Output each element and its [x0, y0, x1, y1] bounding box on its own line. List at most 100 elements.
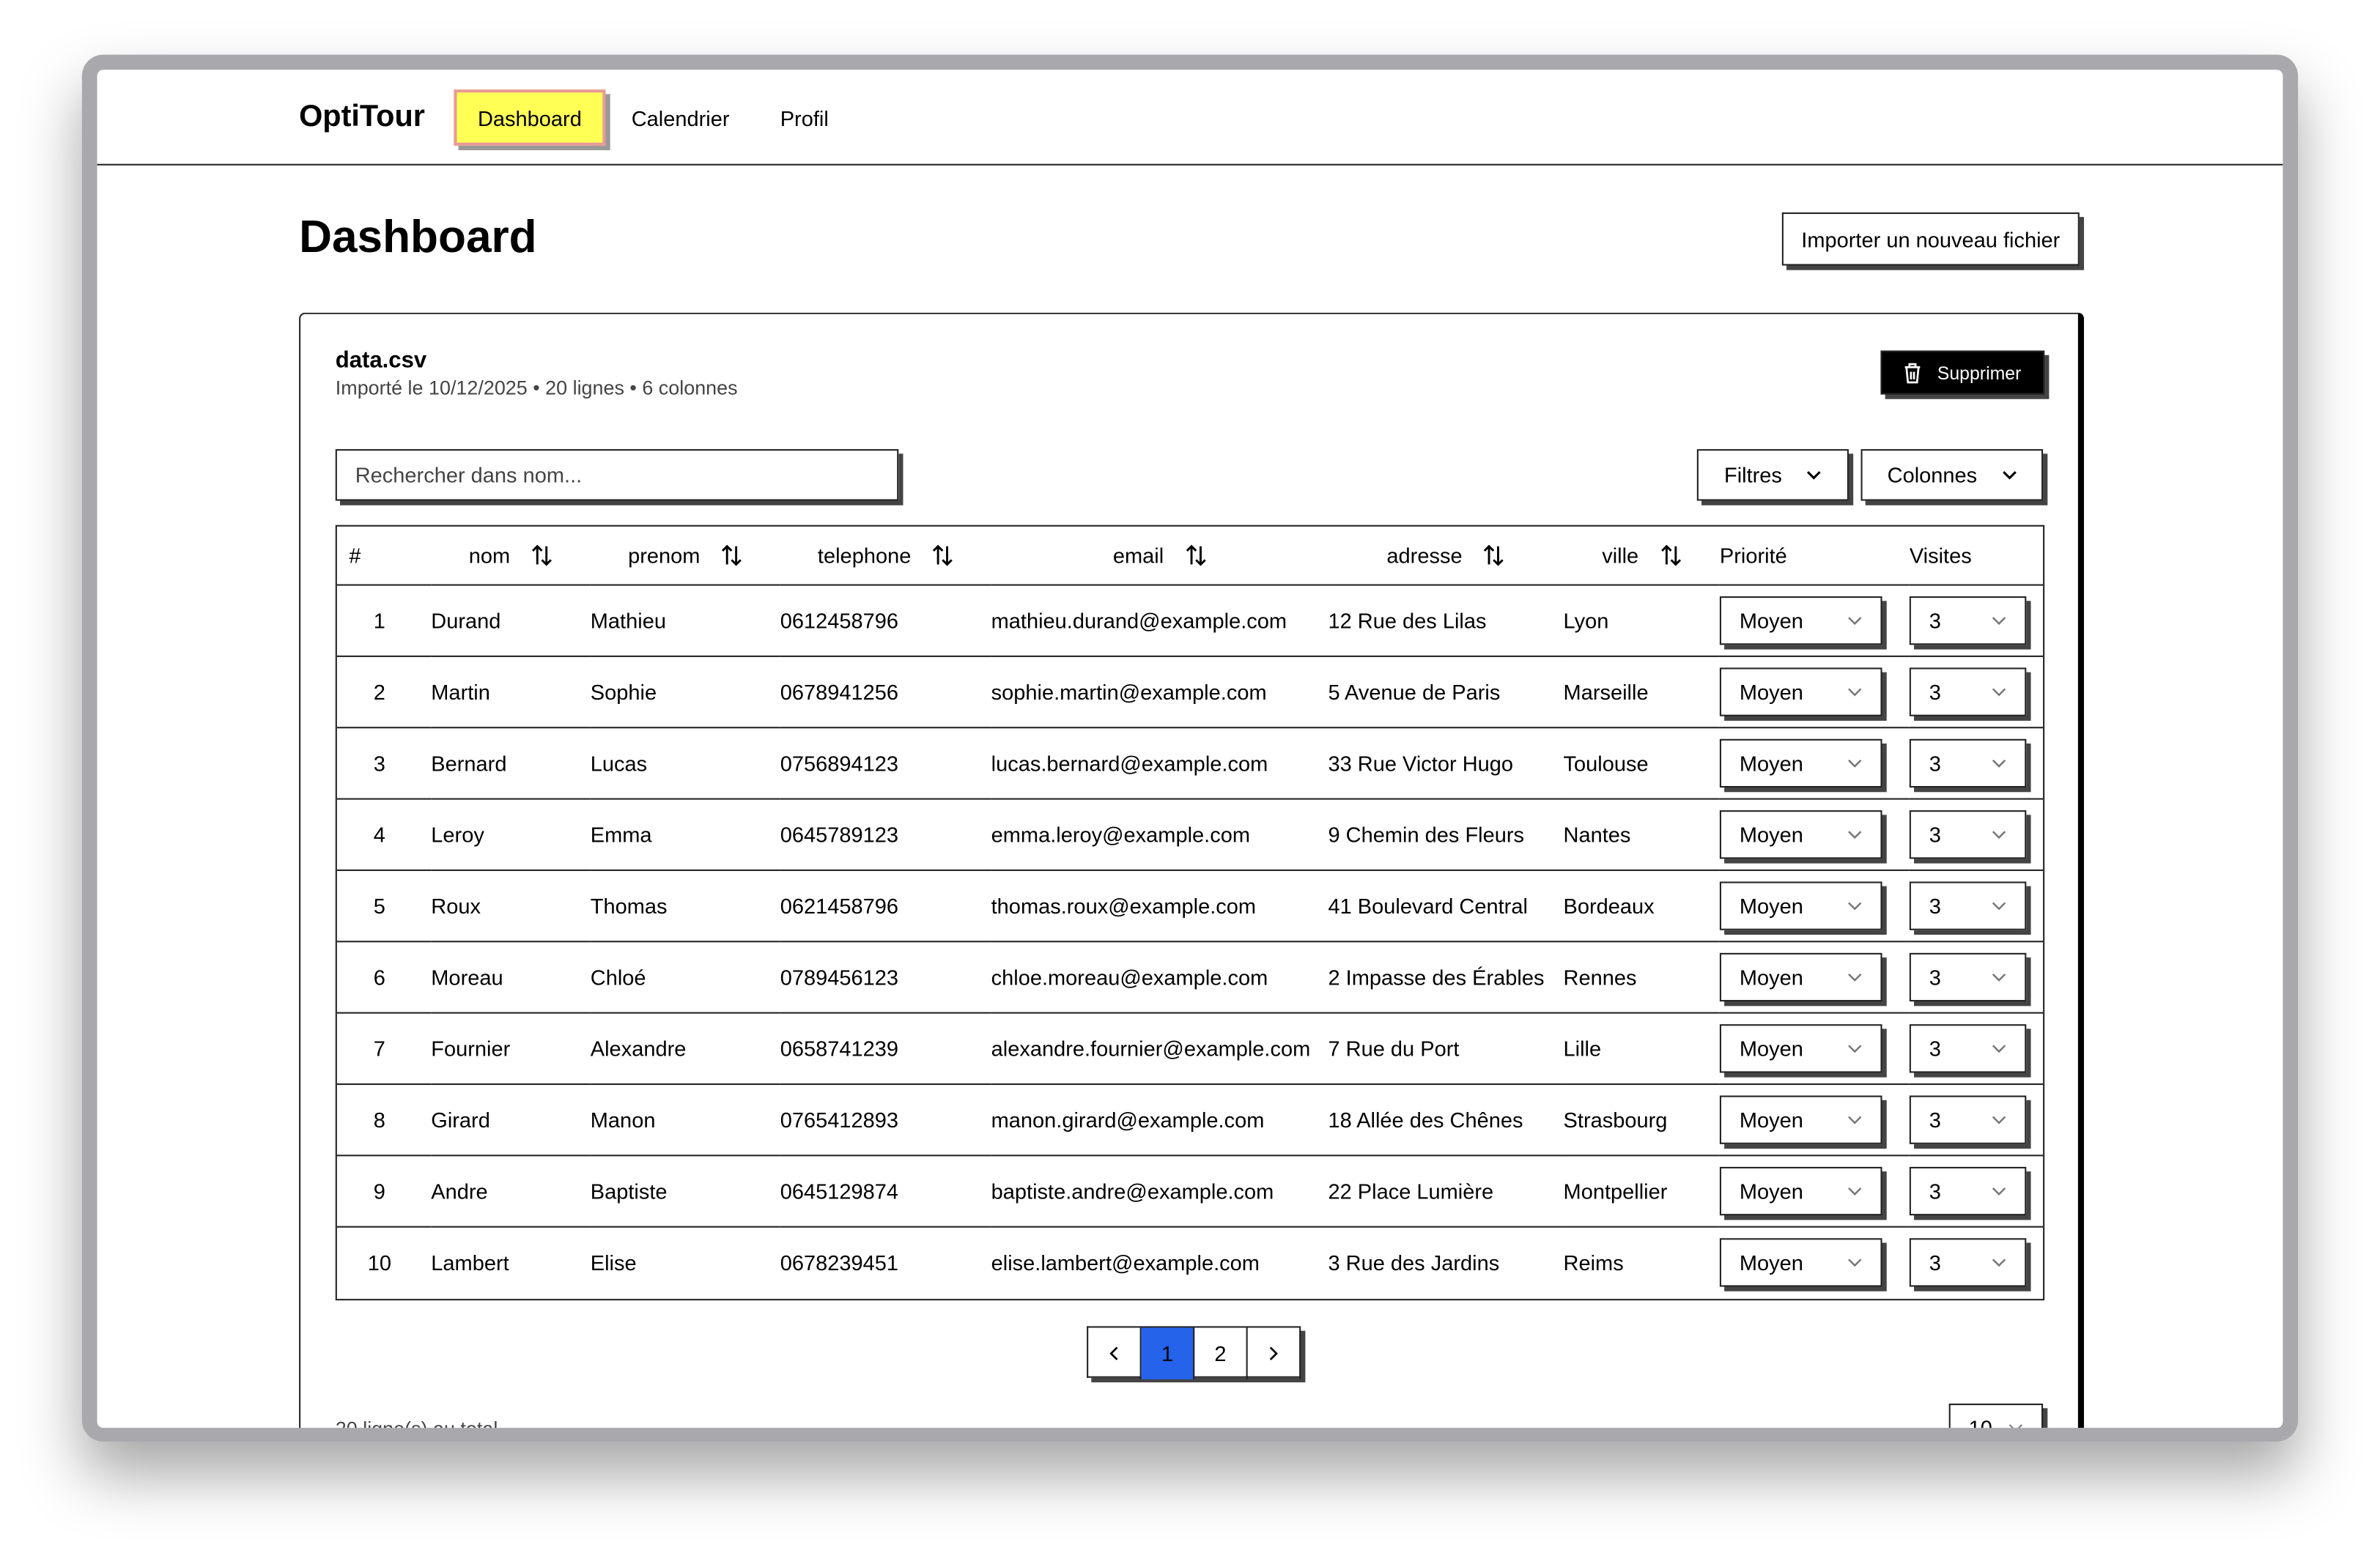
table-cell: 0765412893	[780, 1084, 991, 1155]
table-row: 10 Lambert Elise 0678239451 elise.lambert@ex…	[337, 1227, 2043, 1298]
cell-text: 0658741239	[780, 1036, 899, 1061]
cell-text: Girard	[431, 1108, 490, 1133]
priority-select[interactable]: Moyen	[1719, 1166, 1882, 1216]
table-cell: 3	[1909, 1084, 2043, 1155]
column-header[interactable]: adresse	[1328, 526, 1564, 586]
table-cell: 18 Allée des Chênes	[1328, 1084, 1563, 1155]
table-cell: Elise	[591, 1227, 780, 1298]
header-label: Visites	[1909, 543, 1972, 568]
column-header[interactable]: #	[336, 526, 432, 586]
priority-select[interactable]: Moyen	[1719, 667, 1882, 716]
visits-select[interactable]: 3	[1909, 952, 2027, 1002]
import-button[interactable]: Importer un nouveau fichier	[1781, 212, 2080, 266]
table-cell: 0645789123	[780, 799, 991, 870]
visits-select[interactable]: 3	[1909, 596, 2027, 645]
chevron	[1992, 688, 2006, 697]
select-value: Moyen	[1739, 608, 1803, 633]
chevron	[1807, 471, 1821, 480]
header-label: adresse	[1386, 543, 1463, 568]
priority-select[interactable]: Moyen	[1719, 881, 1882, 930]
select-value: Moyen	[1739, 1179, 1803, 1204]
visits-select[interactable]: 3	[1909, 881, 2027, 930]
cell-text: 0645789123	[780, 822, 899, 847]
brand[interactable]: OptiTour	[299, 100, 425, 134]
cell-text: 3	[373, 751, 385, 776]
column-header[interactable]: Visites	[1909, 526, 2044, 586]
table-cell: 0789456123	[780, 941, 991, 1012]
visits-select[interactable]: 3	[1909, 667, 2027, 716]
column-header[interactable]: Priorité	[1719, 526, 1910, 586]
chevron	[1992, 902, 2006, 911]
cell-text: Bernard	[431, 751, 507, 776]
select-value: Moyen	[1739, 679, 1803, 705]
chevron	[1848, 973, 1862, 982]
cell-text: 3 Rue des Jardins	[1328, 1250, 1500, 1275]
page-button[interactable]: 1	[1141, 1327, 1195, 1379]
priority-select[interactable]: Moyen	[1719, 596, 1882, 645]
cell-text: alexandre.fournier@example.com	[991, 1036, 1311, 1061]
table-cell: Roux	[431, 870, 590, 941]
select-value: Moyen	[1739, 1108, 1803, 1133]
table-cell: Andre	[431, 1155, 590, 1226]
table-cell: manon.girard@example.com	[991, 1084, 1328, 1155]
table-cell: 3	[1909, 1013, 2043, 1084]
visits-select[interactable]: 3	[1909, 1095, 2027, 1144]
data-table: # nom prenom telephone email adresse ville Prio…	[336, 526, 2044, 1298]
prev-page[interactable]	[1088, 1327, 1142, 1379]
visits-select[interactable]: 3	[1909, 1024, 2027, 1073]
chevron	[1848, 759, 1862, 768]
table-cell: 3	[1909, 941, 2043, 1012]
table-cell: 7 Rue du Port	[1328, 1013, 1563, 1084]
columns-button[interactable]: Colonnes	[1860, 449, 2044, 501]
priority-select[interactable]: Moyen	[1719, 1238, 1882, 1288]
cell-text: Lucas	[590, 751, 648, 776]
visits-select[interactable]: 3	[1909, 1166, 2027, 1216]
table-cell: 4	[337, 799, 431, 870]
header-label: ville	[1602, 543, 1639, 568]
select-value: Moyen	[1739, 1036, 1803, 1061]
cell-text: Lambert	[431, 1250, 509, 1275]
search-input[interactable]: Rechercher dans nom...	[335, 449, 899, 501]
next-page[interactable]	[1248, 1327, 1301, 1379]
table-cell: Montpellier	[1564, 1155, 1720, 1226]
visits-select[interactable]: 3	[1909, 738, 2027, 788]
column-header[interactable]: telephone	[780, 526, 991, 586]
priority-select[interactable]: Moyen	[1719, 1095, 1882, 1144]
page-size-select[interactable]: 10	[1948, 1404, 2044, 1428]
table-cell: 3	[337, 727, 431, 798]
file-name: data.csv	[335, 347, 427, 374]
priority-select[interactable]: Moyen	[1719, 952, 1882, 1002]
priority-select[interactable]: Moyen	[1719, 810, 1882, 859]
table-cell: 5 Avenue de Paris	[1328, 656, 1563, 727]
cell-text: Lyon	[1563, 608, 1609, 633]
column-header[interactable]: nom	[431, 526, 591, 586]
cell-text: 41 Boulevard Central	[1328, 894, 1528, 919]
priority-select[interactable]: Moyen	[1719, 738, 1882, 788]
nav-item[interactable]: Calendrier	[631, 105, 730, 131]
column-header[interactable]: email	[991, 526, 1328, 586]
select-value: 3	[1929, 822, 1941, 847]
total-count: 20 ligne(s) au total	[336, 1417, 498, 1428]
column-header[interactable]: prenom	[590, 526, 780, 586]
table-row: 7 Fournier Alexandre 0658741239 alexandre.fo…	[336, 1013, 2044, 1085]
cell-text: Sophie	[590, 679, 657, 705]
cell-text: 9 Chemin des Fleurs	[1328, 822, 1525, 847]
filters-button[interactable]: Filtres	[1696, 449, 1849, 501]
priority-select[interactable]: Moyen	[1719, 1024, 1882, 1073]
delete-button[interactable]: Supprimer	[1880, 350, 2045, 395]
cell-text: baptiste.andre@example.com	[991, 1179, 1274, 1204]
nav-item[interactable]: Profil	[780, 105, 829, 131]
table-cell: Alexandre	[591, 1013, 780, 1084]
page-button[interactable]: 2	[1194, 1327, 1248, 1379]
visits-select[interactable]: 3	[1909, 1238, 2027, 1288]
cell-text: mathieu.durand@example.com	[991, 608, 1287, 633]
table-cell: Moreau	[431, 941, 590, 1012]
cell-text: 0678239451	[780, 1250, 899, 1275]
cell-text: 12 Rue des Lilas	[1328, 608, 1487, 633]
nav-item[interactable]: Dashboard	[454, 89, 606, 146]
column-header[interactable]: ville	[1563, 526, 1720, 586]
table-cell: 22 Place Lumière	[1328, 1155, 1563, 1226]
cell-text: 0621458796	[780, 894, 899, 919]
table-cell: Nantes	[1564, 799, 1720, 870]
visits-select[interactable]: 3	[1909, 810, 2027, 859]
